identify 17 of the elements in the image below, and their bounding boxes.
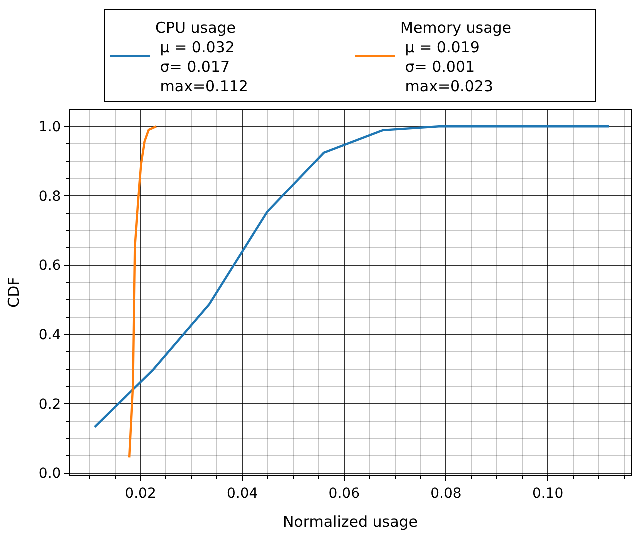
x-tick-label: 0.08 [430, 486, 462, 502]
y-tick-label: 0.2 [38, 396, 62, 413]
y-tick-label: 0.8 [38, 188, 62, 205]
y-axis-title: CDF [5, 277, 24, 308]
x-tick-label: 0.06 [328, 486, 360, 502]
x-tick-label: 0.10 [532, 486, 564, 502]
x-axis-title: Normalized usage [282, 512, 418, 531]
x-tick-label: 0.02 [125, 486, 156, 502]
y-tick-label: 0.0 [38, 466, 62, 482]
legend-label: CPU usage μ = 0.032 σ= 0.017 max=0.112 [156, 18, 248, 96]
line-series [128, 126, 158, 459]
x-tick-label: 0.04 [226, 486, 258, 502]
y-tick-label: 0.4 [38, 328, 62, 344]
line-series [94, 126, 610, 428]
y-tick-label: 1.0 [38, 120, 62, 136]
legend-label: Memory usage μ = 0.019 σ= 0.001 max=0.023 [400, 18, 512, 96]
y-tick-label: 0.6 [38, 258, 62, 274]
